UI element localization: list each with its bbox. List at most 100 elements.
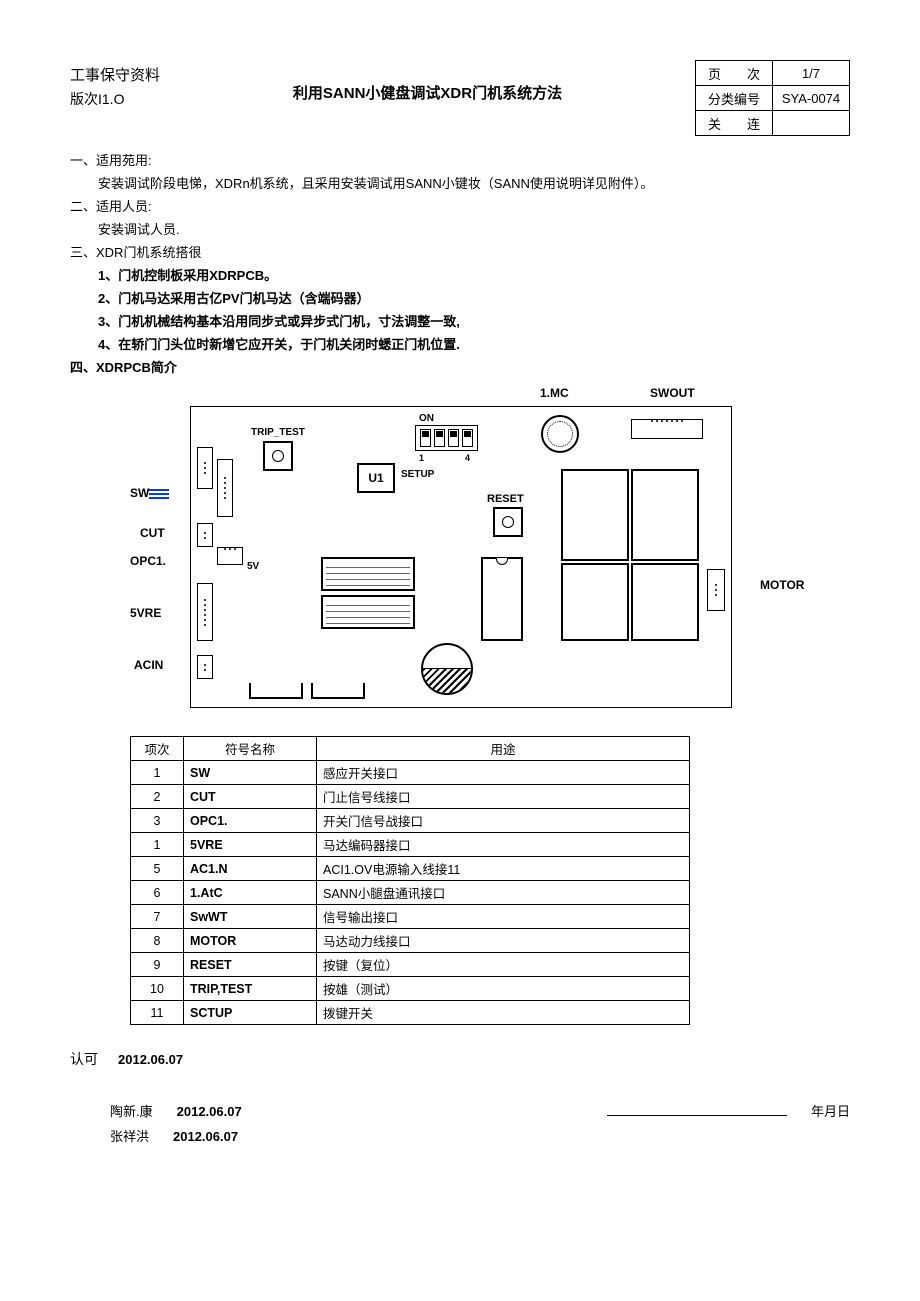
cell-usage: 按键（复位） [317,953,690,977]
signer-2-date: 2012.06.07 [173,1129,238,1144]
capacitor-icon [421,643,473,695]
cell-usage: 按雄（测试） [317,977,690,1001]
lbl-one: 1 [419,453,424,463]
s3-item: 1、门机控制板采用XDRPCB。 [70,265,850,284]
th-index: 项次 [131,737,184,761]
table-row: 15VRE马达编码器接口 [131,833,690,857]
signature-line-icon [607,1101,787,1116]
block-icon [561,469,629,561]
table-row: 61.AtCSANN小腿盘通讯接口 [131,881,690,905]
component-icon [321,557,415,591]
meta-class-label: 分类编号 [696,86,773,111]
table-header-row: 项次 符号名称 用途 [131,737,690,761]
section-3: 三、XDR门机系统搭很 1、门机控制板采用XDRPCB。 2、门机马达采用古亿P… [70,242,850,353]
cell-usage: 信号输出接口 [317,905,690,929]
s1-body: 安装调试阶段电悌，XDRn机系统，且采用安装调试用SANN小键妆（SANN使用说… [70,173,850,192]
table-row: 2CUT门止信号线接口 [131,785,690,809]
cell-symbol: AC1.N [184,857,317,881]
cell-index: 10 [131,977,184,1001]
cell-usage: 开关门信号战接口 [317,809,690,833]
lbl-swout: SWOUT [650,386,695,400]
meta-rel-label: 关 连 [696,111,773,136]
signer-1: 陶新.康 [110,1101,153,1120]
mc-connector-icon [541,415,579,453]
table-row: 5AC1.NACI1.OV电源输入线接11 [131,857,690,881]
lbl-motor: MOTOR [760,578,804,592]
cell-symbol: RESET [184,953,317,977]
underline-icon [149,489,169,499]
conn-sw-icon [217,459,233,517]
component-icon [481,557,523,641]
lbl-reset: RESET [487,493,524,505]
meta-page-label: 页 次 [696,61,773,86]
block-icon [561,563,629,641]
pcb-outline: TRIP_TEST ON 1 4 SETUP U1 RESET [190,406,732,708]
cell-usage: 拨键开关 [317,1001,690,1025]
s3-title: 三、XDR门机系统搭很 [70,242,850,261]
lbl-four: 4 [465,453,470,463]
cell-index: 3 [131,809,184,833]
cell-index: 7 [131,905,184,929]
signer-2: 张祥洪 [110,1126,149,1145]
table-row: 3OPC1.开关门信号战接口 [131,809,690,833]
cell-usage: SANN小腿盘通讯接口 [317,881,690,905]
symbol-table: 项次 符号名称 用途 1SW感应开关接口2CUT门止信号线接口3OPC1.开关门… [130,736,690,1025]
meta-table: 页 次 1/7 分类编号 SYA-0074 关 连 [695,60,850,136]
s4-title: 四、XDRPCB简介 [70,357,850,376]
footer: 认可 2012.06.07 陶新.康 2012.06.07 年月日 张祥洪 20… [70,1049,850,1145]
section-1: 一、适用苑用: 安装调试阶段电悌，XDRn机系统，且采用安装调试用SANN小键妆… [70,150,850,192]
lbl-mc: 1.MC [540,386,569,400]
lbl-setup: SETUP [401,469,434,480]
table-row: 9RESET按键（复位） [131,953,690,977]
approve-label: 认可 [70,1049,98,1069]
doc-title: 利用SANN小健盘调试XDR门机系统方法 [160,60,695,103]
cell-symbol: SW [184,761,317,785]
cell-index: 1 [131,761,184,785]
conn-acin-icon [197,655,213,679]
cell-symbol: SwWT [184,905,317,929]
cell-usage: 马达编码器接口 [317,833,690,857]
cell-index: 5 [131,857,184,881]
component-icon [321,595,415,629]
conn-icon [197,447,213,489]
cell-symbol: CUT [184,785,317,809]
cell-index: 6 [131,881,184,905]
swout-connector-icon [631,419,703,439]
table-row: 10TRIP,TEST按雄（测试） [131,977,690,1001]
meta-rel-value [773,111,850,136]
lbl-on: ON [419,413,434,424]
lbl-5v: 5V [247,561,259,572]
lbl-acin: ACIN [134,658,163,672]
bracket-icon [249,683,303,699]
lbl-sw: SW [130,486,169,500]
th-symbol: 符号名称 [184,737,317,761]
confidential-label: 工事保守资料 [70,64,160,85]
cell-index: 9 [131,953,184,977]
s2-body: 安装调试人员. [70,219,850,238]
block-icon [631,563,699,641]
header-left: 工事保守资料 版次I1.O [70,60,160,113]
cell-symbol: 5VRE [184,833,317,857]
cell-index: 2 [131,785,184,809]
pcb-diagram: 1.MC SWOUT SW CUT OPC1. 5VRE ACIN MOTOR … [110,386,830,726]
block-icon [631,469,699,561]
cell-symbol: OPC1. [184,809,317,833]
cell-index: 1 [131,833,184,857]
lbl-cut: CUT [140,526,165,540]
s2-title: 二、适用人员: [70,196,850,215]
table-row: 7SwWT信号输出接口 [131,905,690,929]
s3-item: 2、门机马达采用古亿PV门机马达（含端码器） [70,288,850,307]
bracket-icon [311,683,365,699]
cell-symbol: 1.AtC [184,881,317,905]
dip-switch-icon [415,425,478,451]
ymd-label: 年月日 [811,1101,850,1120]
lbl-trip-test: TRIP_TEST [251,427,305,438]
cell-usage: 门止信号线接口 [317,785,690,809]
meta-page-value: 1/7 [773,61,850,86]
cell-symbol: MOTOR [184,929,317,953]
cell-index: 8 [131,929,184,953]
meta-class-value: SYA-0074 [773,86,850,111]
cell-symbol: TRIP,TEST [184,977,317,1001]
section-2: 二、适用人员: 安装调试人员. [70,196,850,238]
conn-motor-icon [707,569,725,611]
